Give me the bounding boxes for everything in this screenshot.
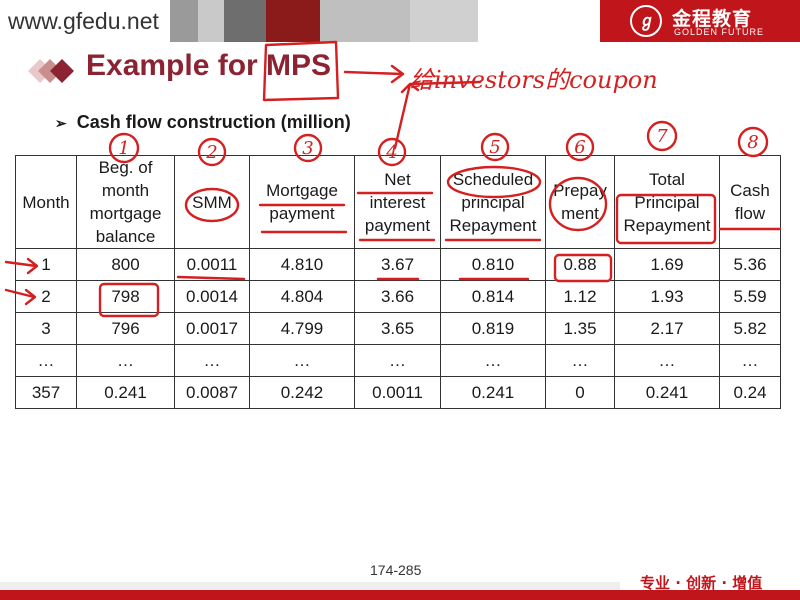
cell-scheduled-principal: … xyxy=(440,344,546,377)
cell-scheduled-principal: 0.241 xyxy=(440,376,546,409)
cell-prepayment: 0.88 xyxy=(545,248,615,281)
cell-smm: 0.0017 xyxy=(174,312,250,345)
cell-month: 357 xyxy=(15,376,77,409)
cell-scheduled-principal: 0.810 xyxy=(440,248,546,281)
cell-net-interest: 0.0011 xyxy=(354,376,441,409)
cell-mortgage-payment: 4.799 xyxy=(249,312,355,345)
logo-english-name: GOLDEN FUTURE xyxy=(674,27,765,37)
cell-total-principal: … xyxy=(614,344,720,377)
handwritten-note: 给investors的coupon xyxy=(410,66,658,94)
page-number: 174-285 xyxy=(370,562,422,578)
site-url: www.gfedu.net xyxy=(8,8,159,34)
header-decor-blocks xyxy=(170,0,478,42)
cell-mortgage-payment: … xyxy=(249,344,355,377)
logo-seal-icon: ℊ xyxy=(630,5,662,37)
cell-beg-balance: 800 xyxy=(76,248,175,281)
cell-month: … xyxy=(15,344,77,377)
table-header-row: Month Beg. of month mortgage balance SMM Mo… xyxy=(15,155,781,249)
title-diamond-icon xyxy=(28,59,74,83)
cell-smm: 0.0011 xyxy=(174,248,250,281)
cell-total-principal: 2.17 xyxy=(614,312,720,345)
cell-total-principal: 1.69 xyxy=(614,248,720,281)
annotation-number: 8 xyxy=(747,132,758,153)
header-month: Month xyxy=(15,155,77,249)
cell-cash-flow: … xyxy=(719,344,781,377)
header-smm: SMM xyxy=(174,155,250,249)
table-row: 3 796 0.0017 4.799 3.65 0.819 1.35 2.17 … xyxy=(15,312,781,345)
header-total-principal: Total Principal Repayment xyxy=(614,155,720,249)
footer-shade xyxy=(0,582,620,590)
subtitle: ➢ Cash flow construction (million) xyxy=(55,112,351,133)
cell-cash-flow: 5.36 xyxy=(719,248,781,281)
cell-month: 2 xyxy=(15,280,77,313)
cell-total-principal: 0.241 xyxy=(614,376,720,409)
footer-slogan: 专业 · 创新 · 增值 xyxy=(640,574,763,592)
header-net-interest: Net interest payment xyxy=(354,155,441,249)
table-row: … … … … … … … … … xyxy=(15,344,781,377)
annotation-number: 7 xyxy=(656,126,668,147)
cell-mortgage-payment: 0.242 xyxy=(249,376,355,409)
cell-cash-flow: 0.24 xyxy=(719,376,781,409)
cell-scheduled-principal: 0.819 xyxy=(440,312,546,345)
title-arrow-mark xyxy=(343,64,405,84)
cell-month: 3 xyxy=(15,312,77,345)
cell-beg-balance: … xyxy=(76,344,175,377)
cell-net-interest: 3.66 xyxy=(354,280,441,313)
footer-band xyxy=(0,590,800,600)
header-bar: www.gfedu.net ℊ 金程教育 GOLDEN FUTURE xyxy=(0,0,800,44)
cell-total-principal: 1.93 xyxy=(614,280,720,313)
cell-cash-flow: 5.59 xyxy=(719,280,781,313)
cell-prepayment: 1.35 xyxy=(545,312,615,345)
logo-chinese-name: 金程教育 xyxy=(672,8,753,30)
cell-prepayment: … xyxy=(545,344,615,377)
header-scheduled-principal: Scheduled principal Repayment xyxy=(440,155,546,249)
header-cash-flow: Cash flow xyxy=(719,155,781,249)
cell-mortgage-payment: 4.804 xyxy=(249,280,355,313)
table-row: 357 0.241 0.0087 0.242 0.0011 0.241 0 0.… xyxy=(15,376,781,409)
subtitle-text: Cash flow construction (million) xyxy=(76,112,351,132)
cell-beg-balance: 796 xyxy=(76,312,175,345)
cell-beg-balance: 798 xyxy=(76,280,175,313)
cell-cash-flow: 5.82 xyxy=(719,312,781,345)
cell-month: 1 xyxy=(15,248,77,281)
cell-prepayment: 0 xyxy=(545,376,615,409)
cell-scheduled-principal: 0.814 xyxy=(440,280,546,313)
cell-prepayment: 1.12 xyxy=(545,280,615,313)
cell-net-interest: 3.67 xyxy=(354,248,441,281)
cash-flow-table: Month Beg. of month mortgage balance SMM Mo… xyxy=(15,155,781,409)
header-beg-balance: Beg. of month mortgage balance xyxy=(76,155,175,249)
cell-smm: 0.0014 xyxy=(174,280,250,313)
header-prepayment: Prepay ment xyxy=(545,155,615,249)
cell-net-interest: 3.65 xyxy=(354,312,441,345)
cell-beg-balance: 0.241 xyxy=(76,376,175,409)
cell-smm: … xyxy=(174,344,250,377)
header-mortgage-payment: Mortgage payment xyxy=(249,155,355,249)
cell-mortgage-payment: 4.810 xyxy=(249,248,355,281)
cell-smm: 0.0087 xyxy=(174,376,250,409)
bullet-arrow-icon: ➢ xyxy=(55,115,67,131)
table-row: 2 798 0.0014 4.804 3.66 0.814 1.12 1.93 … xyxy=(15,280,781,313)
table-row: 1 800 0.0011 4.810 3.67 0.810 0.88 1.69 … xyxy=(15,248,781,281)
page-title: Example for MPS xyxy=(86,49,332,82)
cell-net-interest: … xyxy=(354,344,441,377)
